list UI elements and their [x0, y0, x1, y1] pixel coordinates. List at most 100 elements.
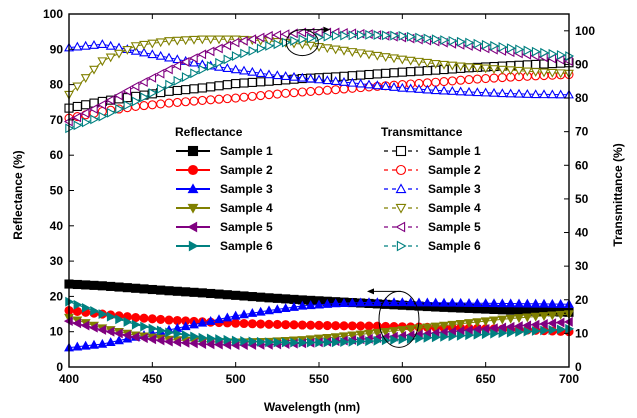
reflectance-point-4-45	[439, 321, 449, 331]
reflectance-point-1-18	[214, 289, 224, 299]
transmittance-point-4-14	[180, 36, 191, 46]
reflectance-point-5-6	[113, 328, 123, 339]
transmittance-point-3-26	[280, 71, 291, 80]
transmittance-point-6-27	[290, 35, 300, 46]
reflectance-point-6-5	[106, 311, 116, 322]
transmittance-point-6-36	[365, 29, 375, 40]
legend-reflectance-label-4: Sample 4	[220, 201, 273, 215]
legend-reflectance-marker-1	[187, 145, 199, 157]
left-y-axis-title: Reflectance (%)	[11, 150, 25, 239]
transmittance-point-2-10	[147, 100, 157, 110]
reflectance-point-4-51	[489, 316, 499, 326]
reflectance-point-6-35	[356, 336, 366, 347]
reflectance-point-2-27	[289, 320, 299, 330]
right-y-tick-label-9: 90	[575, 57, 589, 71]
reflectance-point-3-16	[197, 317, 208, 327]
reflectance-point-3-26	[280, 303, 291, 312]
legend-transmittance-marker-6	[396, 240, 407, 252]
reflectance-point-1-25	[272, 293, 282, 303]
transmittance-point-5-21	[238, 35, 248, 46]
reflectance-point-3-44	[430, 297, 441, 307]
transmittance-point-6-53	[506, 43, 516, 54]
transmittance-point-1-38	[381, 68, 391, 78]
transmittance-point-3-13	[172, 54, 183, 64]
transmittance-point-1-15	[189, 84, 199, 94]
reflectance-point-6-16	[198, 332, 208, 343]
transmittance-point-6-44	[431, 34, 441, 45]
transmittance-point-6-18	[215, 57, 225, 68]
transmittance-point-6-13	[173, 75, 183, 86]
transmittance-point-1-41	[406, 67, 416, 77]
legend-reflectance-item-3: Sample 3	[176, 182, 273, 196]
x-tick-label-0: 400	[59, 372, 79, 386]
reflectance-point-6-48	[465, 330, 475, 341]
transmittance-series-4	[64, 35, 574, 100]
transmittance-point-4-8	[130, 42, 141, 52]
transmittance-point-1-56	[531, 59, 541, 69]
transmittance-point-2-26	[281, 88, 291, 98]
transmittance-point-6-47	[456, 36, 466, 47]
reflectance-point-3-29	[305, 300, 316, 310]
reflectance-point-6-58	[548, 325, 558, 335]
right-y-tick-label-8: 80	[575, 91, 589, 105]
transmittance-point-4-47	[455, 62, 466, 72]
transmittance-point-3-19	[222, 63, 233, 72]
reflectance-point-4-56	[530, 312, 541, 322]
transmittance-point-5-4	[97, 99, 107, 110]
transmittance-point-4-2	[80, 74, 91, 84]
reflectance-point-5-4	[97, 325, 107, 335]
reflectance-point-6-34	[348, 336, 358, 347]
legend-reflectance-item-6: Sample 6	[176, 239, 273, 253]
transmittance-point-1-43	[422, 66, 432, 76]
transmittance-point-5-25	[272, 30, 282, 40]
reflectance-point-3-36	[364, 297, 374, 307]
reflectance-point-6-9	[140, 321, 150, 332]
transmittance-point-3-28	[297, 72, 308, 82]
transmittance-point-3-55	[522, 88, 533, 98]
transmittance-point-3-24	[264, 69, 274, 79]
legend-reflectance-label-2: Sample 2	[220, 163, 273, 177]
legend-transmittance-item-3: Sample 3	[384, 182, 481, 196]
reflectance-point-3-54	[514, 298, 524, 308]
transmittance-point-2-28	[297, 87, 307, 97]
reflectance-point-5-9	[138, 333, 148, 344]
reflectance-point-4-37	[372, 328, 383, 338]
transmittance-point-3-31	[322, 75, 333, 85]
transmittance-point-1-21	[239, 78, 249, 88]
reflectance-point-1-22	[247, 292, 257, 302]
reflectance-point-6-1	[73, 299, 83, 310]
reflectance-point-3-43	[422, 297, 433, 307]
reflectance-point-2-12	[164, 315, 174, 325]
reflectance-point-3-24	[264, 305, 274, 315]
reflectance-point-4-48	[464, 319, 474, 329]
transmittance-point-1-35	[356, 70, 366, 80]
transmittance-point-3-42	[414, 84, 424, 93]
transmittance-point-6-6	[115, 104, 125, 114]
reflectance-point-2-34	[347, 321, 357, 331]
legend-transmittance-label-1: Sample 1	[428, 144, 481, 158]
reflectance-point-4-50	[480, 317, 491, 327]
reflectance-point-6-17	[206, 333, 216, 344]
reflectance-point-2-33	[339, 321, 349, 331]
reflectance-point-6-50	[481, 329, 491, 340]
transmittance-point-3-38	[380, 81, 391, 91]
transmittance-point-3-11	[155, 50, 166, 60]
x-tick-label-1: 450	[142, 372, 162, 386]
reflectance-point-5-15	[188, 338, 198, 349]
transmittance-point-2-9	[139, 101, 149, 111]
legend-transmittance-label-2: Sample 2	[428, 163, 481, 177]
transmittance-point-6-5	[106, 107, 116, 118]
transmittance-point-6-31	[323, 31, 333, 42]
transmittance-point-4-19	[222, 35, 233, 45]
reflectance-point-2-36	[364, 321, 374, 331]
reflectance-point-1-54	[514, 305, 524, 316]
transmittance-point-6-3	[90, 114, 100, 125]
reflectance-point-5-58	[547, 318, 557, 329]
reflectance-point-6-49	[473, 329, 483, 340]
transmittance-point-4-35	[355, 49, 366, 59]
reflectance-point-6-33	[340, 337, 350, 347]
reflectance-point-5-55	[522, 320, 532, 331]
transmittance-point-2-15	[189, 96, 199, 106]
reflectance-point-1-26	[281, 294, 291, 304]
reflectance-point-1-20	[231, 290, 241, 300]
